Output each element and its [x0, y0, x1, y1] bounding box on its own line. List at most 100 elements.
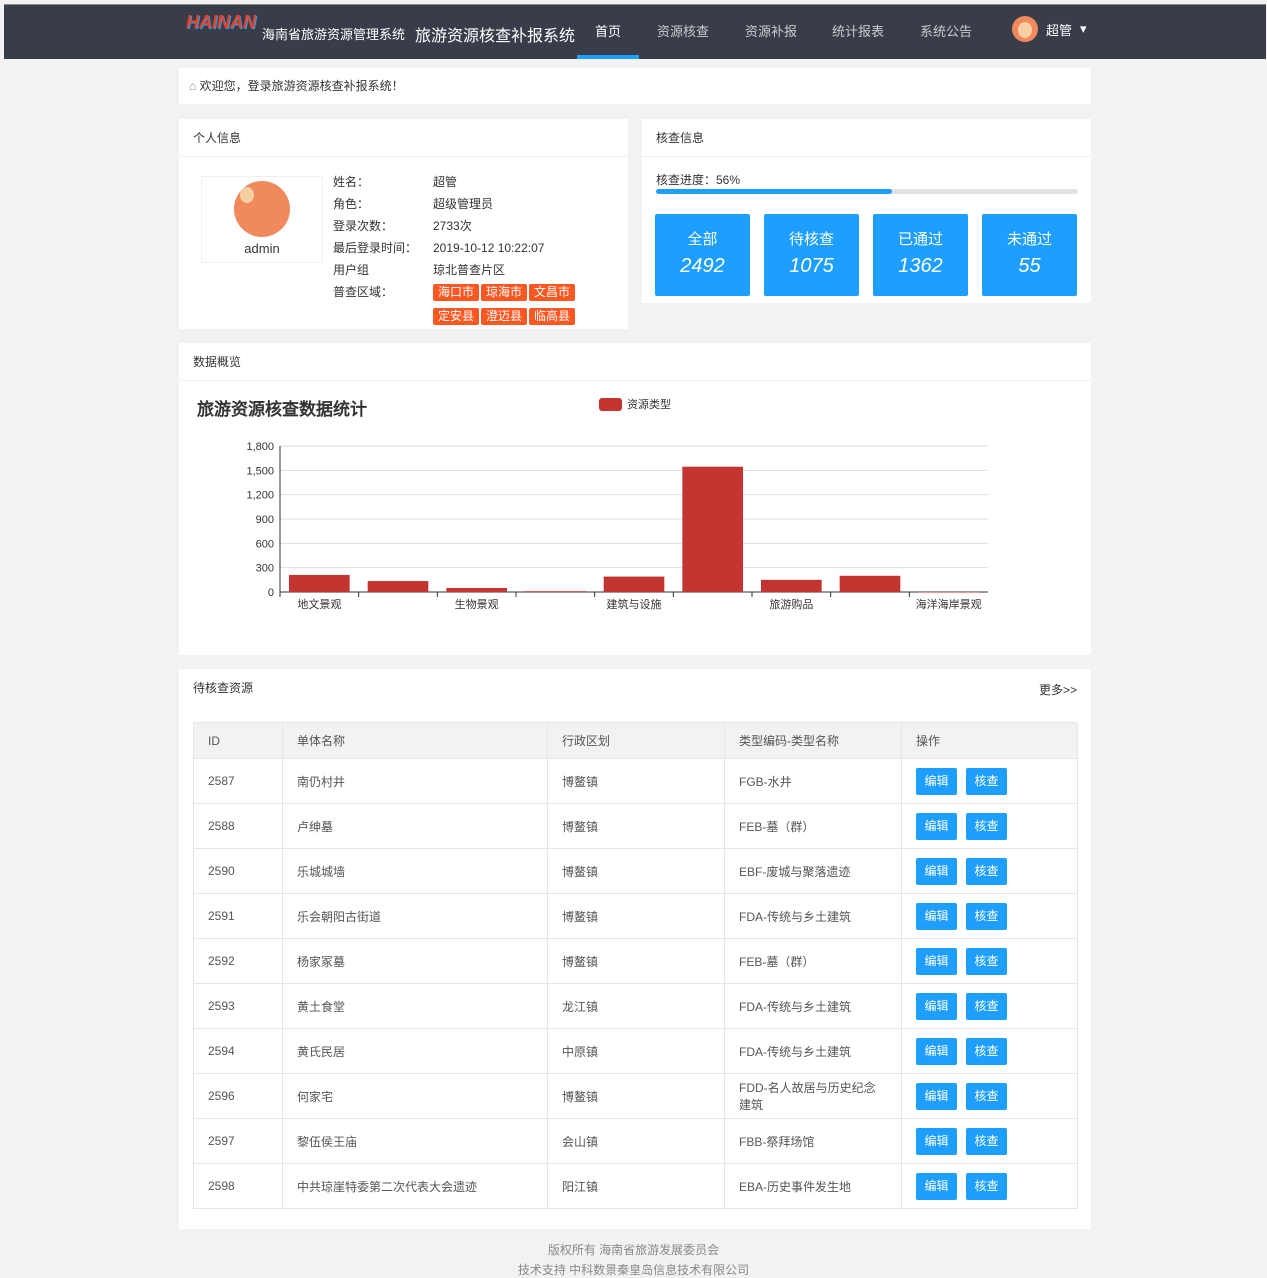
- bar[interactable]: [839, 575, 901, 592]
- bar[interactable]: [682, 466, 743, 592]
- actions-cell: 编辑 核查: [901, 848, 1078, 894]
- home-icon: ⌂: [189, 79, 197, 93]
- actions-cell: 编辑 核查: [901, 983, 1078, 1029]
- info-key: 用户组: [333, 263, 370, 277]
- table-cell: 乐城城墙: [282, 848, 548, 894]
- edit-button[interactable]: 编辑: [916, 902, 957, 930]
- table-cell: 博鳌镇: [547, 803, 725, 849]
- actions-cell: 编辑 核查: [901, 803, 1078, 849]
- y-tick-label: 900: [256, 514, 274, 526]
- edit-button[interactable]: 编辑: [916, 1172, 957, 1200]
- x-tick-label: 旅游购品: [769, 597, 813, 611]
- edit-button[interactable]: 编辑: [916, 947, 957, 975]
- check-button[interactable]: 核查: [966, 1082, 1007, 1110]
- table-row: 2591 乐会朝阳古街道 博鳌镇 FDA-传统与乡土建筑 编辑 核查: [193, 893, 1078, 939]
- nav-item[interactable]: 资源补报: [744, 24, 797, 39]
- table-cell: 2592: [193, 938, 283, 984]
- bar[interactable]: [446, 587, 507, 592]
- edit-button[interactable]: 编辑: [916, 1037, 957, 1065]
- check-button[interactable]: 核查: [966, 1172, 1007, 1200]
- profile-title: 个人信息: [179, 119, 628, 157]
- info-key: 姓名：: [333, 175, 370, 189]
- edit-button[interactable]: 编辑: [916, 857, 957, 885]
- stat-label: 待核查: [788, 231, 834, 248]
- table-cell: EBA-历史事件发生地: [724, 1163, 902, 1209]
- y-tick-label: 300: [256, 563, 274, 575]
- table-cell: 杨家冢墓: [282, 938, 548, 984]
- area-tag: 文昌市: [529, 284, 576, 301]
- check-button[interactable]: 核查: [966, 902, 1007, 930]
- edit-button[interactable]: 编辑: [916, 767, 957, 795]
- more-link[interactable]: 更多>>: [1038, 683, 1077, 697]
- check-button[interactable]: 核查: [966, 767, 1007, 795]
- info-key: 角色：: [333, 197, 370, 211]
- check-button[interactable]: 核查: [966, 992, 1007, 1020]
- check-button[interactable]: 核查: [966, 947, 1007, 975]
- table-cell: 博鳌镇: [547, 938, 725, 984]
- edit-button[interactable]: 编辑: [916, 1127, 957, 1155]
- check-button[interactable]: 核查: [966, 1037, 1007, 1065]
- table-cell: 阳江镇: [547, 1163, 725, 1209]
- table-cell: 2590: [193, 848, 283, 894]
- username: admin: [244, 241, 280, 256]
- bar[interactable]: [367, 581, 429, 592]
- table-cell: 南仍村井: [282, 758, 548, 804]
- table-cell: 博鳌镇: [547, 893, 725, 939]
- stat-tile[interactable]: 未通过 55: [982, 214, 1077, 296]
- bar[interactable]: [761, 579, 822, 592]
- nav-item[interactable]: 系统公告: [919, 24, 972, 39]
- actions-cell: 编辑 核查: [901, 938, 1078, 984]
- table-cell: 2587: [193, 758, 283, 804]
- table-row: 2593 黄土食堂 龙江镇 FDA-传统与乡土建筑 编辑 核查: [193, 983, 1078, 1029]
- info-value: 琼北普查片区: [433, 263, 506, 277]
- table-row: 2598 中共琼崖特委第二次代表大会遗迹 阳江镇 EBA-历史事件发生地 编辑 核查: [193, 1163, 1078, 1209]
- x-tick-label: 地文景观: [297, 597, 341, 611]
- bar[interactable]: [289, 574, 350, 592]
- bar[interactable]: [525, 591, 586, 592]
- stat-value: 2492: [680, 255, 725, 277]
- table-cell: 博鳌镇: [547, 848, 725, 894]
- info-value: 超管: [433, 175, 458, 189]
- table-cell: 博鳌镇: [547, 1073, 725, 1119]
- bar[interactable]: [603, 576, 665, 592]
- area-tag: 琼海市: [481, 284, 528, 301]
- progress-bar: [656, 189, 1078, 194]
- check-button[interactable]: 核查: [966, 812, 1007, 840]
- check-button[interactable]: 核查: [966, 1127, 1007, 1155]
- avatar: [234, 181, 290, 237]
- user-name: 超管: [1046, 22, 1073, 38]
- nav-item[interactable]: 资源核查: [656, 24, 709, 39]
- bar-chart: 0 300 600 900 1,200 1,500 1,800 地文景观 生物景观 建筑与设施 旅游…: [246, 441, 988, 611]
- app-title: 旅游资源核查补报系统: [415, 28, 576, 45]
- edit-button[interactable]: 编辑: [916, 812, 957, 840]
- info-row-area: 普查区域： 海口市 琼海市 文昌市定安县 澄迈县 临高县: [333, 281, 618, 329]
- stat-tile[interactable]: 全部 2492: [655, 214, 750, 296]
- table-cell: 黄氏民居: [282, 1028, 548, 1074]
- edit-button[interactable]: 编辑: [916, 992, 957, 1020]
- overview-title: 数据概览: [179, 343, 1091, 381]
- stat-tile[interactable]: 待核查 1075: [764, 214, 859, 296]
- info-value: 2019-10-12 10:22:07: [433, 241, 545, 255]
- table-cell: 2591: [193, 893, 283, 939]
- stat-label: 全部: [687, 231, 718, 248]
- y-tick-label: 0: [268, 587, 274, 599]
- table-cell: 乐会朝阳古街道: [282, 893, 548, 939]
- nav-item[interactable]: 统计报表: [831, 24, 884, 39]
- chart-title: 旅游资源核查数据统计: [197, 400, 367, 419]
- table-cell: 龙江镇: [547, 983, 725, 1029]
- column-header: 类型编码-类型名称: [724, 722, 902, 759]
- table-cell: 2593: [193, 983, 283, 1029]
- bar[interactable]: [918, 592, 979, 593]
- nav-item[interactable]: 首页: [577, 4, 639, 59]
- stat-value: 1075: [789, 255, 834, 277]
- x-tick-label: 海洋海岸景观: [916, 597, 982, 611]
- caret-down-icon: ▾: [1080, 21, 1087, 36]
- user-menu[interactable]: 超管 ▾: [1012, 16, 1087, 42]
- stat-tile[interactable]: 已通过 1362: [873, 214, 968, 296]
- check-button[interactable]: 核查: [966, 857, 1007, 885]
- chart-legend[interactable]: 资源类型: [599, 396, 671, 412]
- table-cell: FDD-名人故居与历史纪念建筑: [724, 1073, 902, 1119]
- area-tag: 定安县: [433, 308, 480, 325]
- legend-swatch: [599, 397, 622, 411]
- edit-button[interactable]: 编辑: [916, 1082, 957, 1110]
